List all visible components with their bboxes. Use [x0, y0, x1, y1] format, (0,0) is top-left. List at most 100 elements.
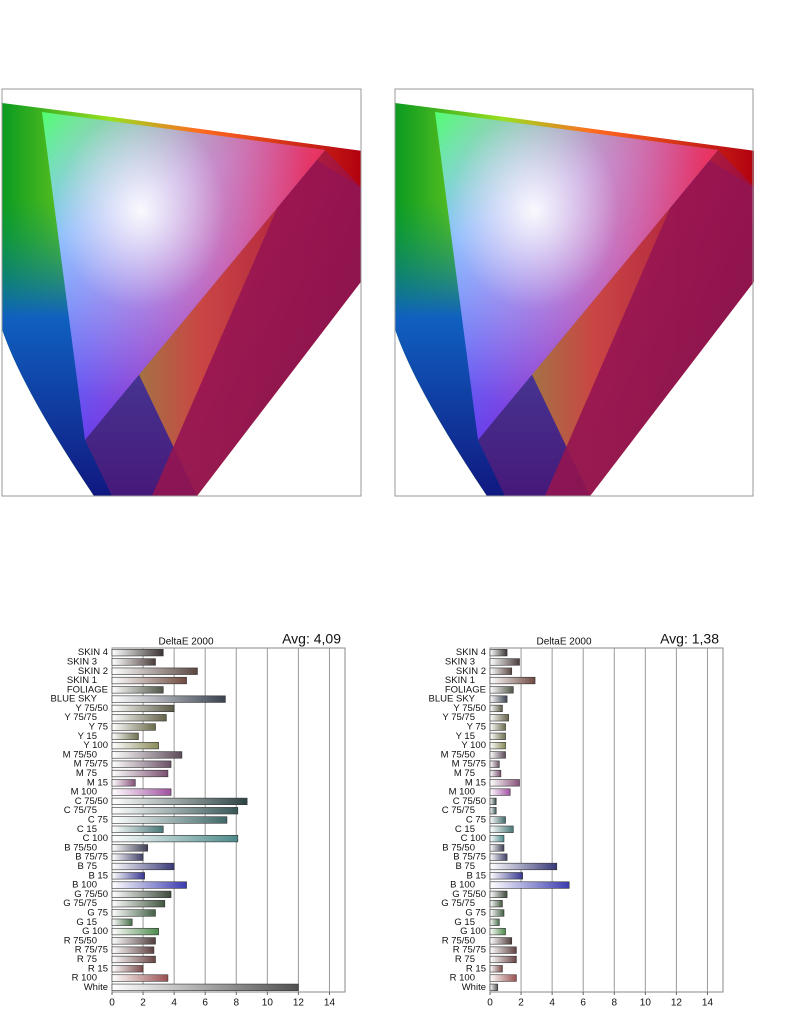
bar	[489, 983, 499, 991]
bar	[111, 742, 159, 750]
y-tick-label: G 75	[87, 907, 108, 918]
bar	[489, 825, 514, 833]
bar	[489, 667, 513, 675]
y-tick-label: G 75/75	[441, 898, 475, 909]
bar	[111, 872, 145, 880]
bar	[489, 890, 508, 898]
bar	[489, 955, 517, 964]
x-tick-label: 10	[262, 998, 274, 1009]
bar	[489, 937, 513, 945]
y-tick-label: M 75	[76, 768, 97, 779]
x-tick-label: 12	[671, 998, 683, 1009]
y-tick-label: R 100	[450, 973, 475, 984]
y-tick-label: M 100	[449, 787, 475, 798]
y-tick-label: B 75	[455, 861, 475, 872]
bar	[111, 779, 136, 787]
y-tick-label: G 75/50	[452, 889, 486, 900]
bar	[111, 723, 156, 731]
bar	[111, 881, 187, 889]
bar	[111, 760, 172, 768]
y-tick-label: Y 75	[467, 722, 486, 733]
bar	[489, 676, 536, 685]
y-tick-label: C 15	[455, 824, 475, 835]
y-tick-label: BLUE SKY	[51, 694, 98, 705]
x-tick-label: 4	[171, 998, 177, 1009]
y-tick-label: C 75/50	[453, 796, 486, 807]
y-tick-label: B 75/50	[64, 842, 97, 853]
bar	[489, 844, 505, 852]
y-tick-label: BLUE SKY	[429, 694, 476, 705]
bar	[111, 853, 144, 861]
y-tick-label: FOLIAGE	[445, 684, 486, 695]
bar	[111, 732, 139, 740]
bar	[111, 704, 175, 713]
y-tick-label: White	[462, 982, 486, 993]
bar	[489, 834, 505, 843]
bar	[111, 927, 159, 936]
bar	[489, 909, 505, 917]
bar	[489, 649, 508, 657]
x-tick-label: 0	[109, 998, 115, 1009]
plot-area	[489, 647, 724, 993]
x-tick-label: 8	[233, 998, 239, 1009]
bar	[111, 676, 187, 685]
y-tick-label: C 75/75	[64, 805, 97, 816]
x-tick-label: 6	[202, 998, 208, 1009]
bar	[111, 974, 169, 982]
y-tick-label: R 75/75	[453, 945, 486, 956]
bar	[111, 714, 167, 722]
bar	[111, 862, 175, 871]
bar	[489, 862, 558, 871]
bar	[111, 918, 133, 926]
y-tick-label: B 100	[72, 880, 97, 891]
y-tick-label: B 100	[450, 880, 475, 891]
y-tick-label: Y 100	[83, 740, 108, 751]
bar	[111, 946, 155, 954]
bar	[111, 751, 183, 759]
y-tick-label: M 75/75	[452, 759, 486, 770]
bar	[111, 667, 198, 675]
x-tick-label: 6	[580, 998, 586, 1009]
y-tick-label: M 100	[71, 787, 97, 798]
gamut-plot	[1, 88, 363, 497]
y-tick-label: Y 75	[89, 722, 108, 733]
y-tick-label: R 75/50	[442, 935, 475, 946]
bar	[489, 788, 511, 796]
bar	[111, 955, 156, 964]
bar	[489, 816, 506, 824]
y-tick-label: C 75/50	[75, 796, 108, 807]
chart-title: DeltaE 2000	[536, 637, 591, 648]
bar	[489, 927, 506, 936]
y-tick-label: SKIN 1	[445, 675, 475, 686]
bar	[489, 853, 508, 861]
bar	[111, 900, 166, 908]
bar	[111, 983, 299, 991]
bar	[111, 797, 248, 806]
bar	[111, 807, 239, 815]
bar	[489, 881, 570, 889]
y-tick-label: C 15	[77, 824, 97, 835]
bar	[489, 946, 517, 954]
bar	[489, 779, 520, 787]
y-tick-label: M 15	[87, 777, 108, 788]
y-tick-label: G 100	[460, 926, 486, 937]
y-tick-label: B 15	[88, 870, 108, 881]
y-tick-label: SKIN 2	[78, 666, 108, 677]
x-tick-label: 14	[324, 998, 336, 1009]
bar	[111, 816, 228, 824]
bar	[111, 834, 239, 843]
y-tick-label: SKIN 2	[456, 666, 486, 677]
y-tick-label: G 75/75	[63, 898, 97, 909]
y-tick-label: M 75/50	[441, 749, 475, 760]
y-tick-label: C 75	[466, 815, 486, 826]
bar	[489, 742, 506, 750]
bar	[489, 714, 509, 722]
bar	[489, 872, 523, 880]
y-tick-label: B 15	[466, 870, 486, 881]
y-tick-label: R 15	[88, 963, 108, 974]
y-tick-label: G 75/50	[74, 889, 108, 900]
bar	[489, 751, 506, 759]
bar	[111, 909, 156, 917]
bar	[489, 695, 508, 703]
